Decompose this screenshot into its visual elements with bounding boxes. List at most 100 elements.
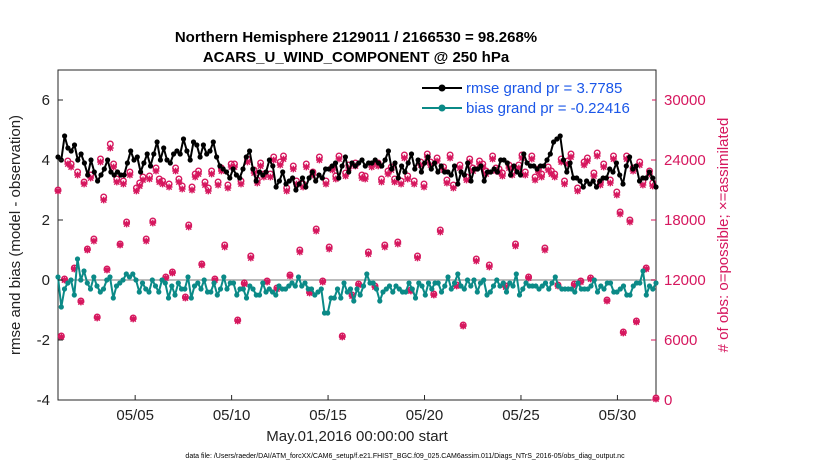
bias-point [289,280,295,286]
obs-assimilated-point [110,163,117,171]
bias-point [445,274,451,280]
rmse-point [319,175,325,181]
obs-assimilated-point [211,276,219,284]
rmse-point [171,151,177,157]
bias-point [614,289,620,295]
bias-point [442,283,448,289]
bias-point [191,283,198,289]
y-tick-label: -4 [37,392,50,409]
rmse-point [554,136,560,142]
bias-point [640,268,646,274]
obs-assimilated-point [652,395,660,403]
rmse-point [415,157,421,163]
obs-assimilated-point [580,161,588,169]
rmse-point [167,160,173,166]
rmse-point [336,175,342,181]
bias-point [81,268,87,274]
rmse-point [369,160,375,166]
obs-assimilated-point [100,196,108,204]
rmse-point [587,181,593,187]
obs-assimilated-point [414,254,421,262]
bias-point [588,283,594,289]
bias-point [149,277,155,283]
obs-assimilated-point [276,161,284,169]
bias-point [74,256,81,262]
obs-assimilated-point [606,179,614,187]
obs-assimilated-point [263,278,271,286]
bias-point [458,283,464,289]
legend: rmse grand pr = 3.7785 bias grand pr = -… [418,74,652,122]
obs-assimilated-point [619,329,627,337]
obs-assimilated-point [358,174,366,182]
rmse-point [412,166,418,172]
bias-point [100,286,107,292]
obs-assimilated-point [613,191,621,199]
bias-point [318,286,324,292]
x-tick-label: 05/15 [309,407,347,424]
rmse-point [435,169,441,175]
rmse-point [597,178,603,184]
bias-point [260,280,266,286]
x-tick-label: 05/30 [599,407,637,424]
rmse-point [379,163,385,169]
bias-point [523,280,529,286]
obs-assimilated-point [420,183,428,191]
bias-point [637,280,643,286]
bias-point [182,286,188,292]
bias-point [126,274,133,280]
obs-assimilated-point [535,168,542,176]
bias-point [78,277,84,283]
rmse-point [78,151,84,157]
obs-assimilated-point [361,175,369,183]
obs-assimilated-point [453,282,461,290]
rmse-point [574,175,580,181]
bias-point [373,286,380,292]
rmse-point [276,178,282,184]
bias-point [484,292,490,298]
bias-point [188,295,194,301]
rmse-point [418,169,424,175]
rmse-point [534,166,540,172]
rmse-point [114,169,121,175]
y-tick-label: 6 [42,92,50,109]
obs-assimilated-point [201,181,209,189]
obs-assimilated-point [597,181,604,189]
bias-point [513,271,519,277]
rmse-point [177,151,183,157]
obs-assimilated-point [623,155,630,163]
rmse-point [593,184,600,190]
legend-rmse-label: rmse grand pr = 3.7785 [466,80,622,97]
obs-assimilated-point [329,166,336,174]
rmse-point [204,151,210,157]
rmse-point [316,172,322,178]
bias-point [448,286,454,292]
bias-point [510,283,516,289]
legend-bias-marker [438,104,446,112]
obs-assimilated-point [443,179,451,187]
rmse-point [508,172,514,178]
rmse-point [445,169,451,175]
obs-assimilated-point [397,180,405,188]
rmse-point [286,178,292,184]
rmse-point [633,163,639,169]
obs-assimilated-point [113,178,121,186]
obs-assimilated-point [142,237,150,245]
obs-assimilated-point [325,245,333,253]
y-tick-label: 0 [42,272,50,289]
obs-assimilated-point [642,265,650,273]
rmse-point [141,160,147,166]
bias-point [471,277,477,283]
rmse-point [468,178,474,184]
rmse-point [451,163,458,169]
rmse-series [55,133,659,193]
obs-assimilated-point [335,155,343,163]
rmse-point [260,172,266,178]
bias-point [520,286,526,292]
y-tick-label: 2 [42,212,50,229]
bias-point [360,283,367,289]
bias-point [230,280,237,286]
bias-point [451,280,458,286]
obs-assimilated-point [214,181,222,189]
rmse-point [627,154,633,160]
rmse-point [332,160,339,166]
